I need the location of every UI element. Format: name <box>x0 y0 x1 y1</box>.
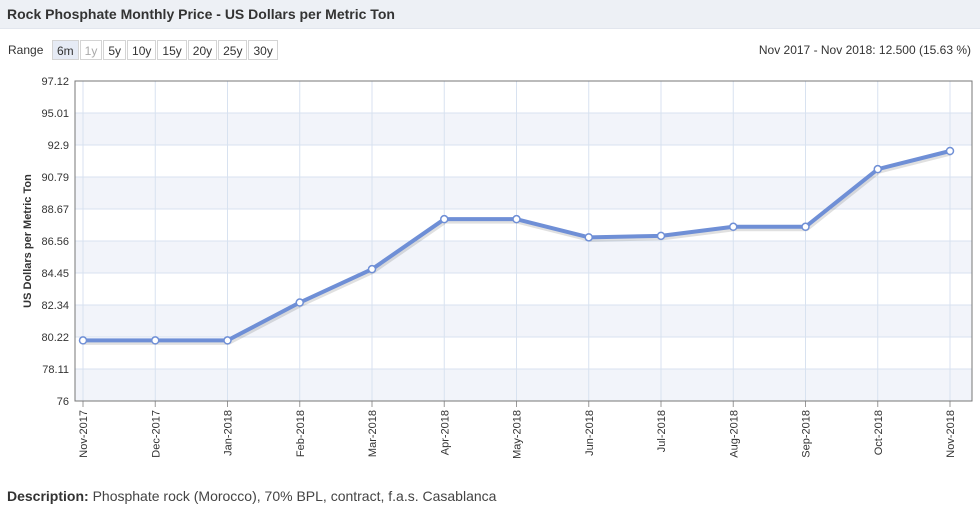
plot-band <box>75 369 972 401</box>
range-button-25y[interactable]: 25y <box>218 40 248 60</box>
data-point <box>223 336 232 345</box>
data-point <box>729 222 738 232</box>
price-line-chart: 97.12 95.01 92.9 90.79 88.67 86.56 84.45 82.34 8… <box>22 76 973 459</box>
y-tick-label: 86.56 <box>41 236 69 248</box>
y-tick-label: 90.79 <box>41 172 69 184</box>
range-button-6m[interactable]: 6m <box>52 40 79 60</box>
description-text: Phosphate rock (Morocco), 70% BPL, contr… <box>92 488 497 504</box>
range-button-1y: 1y <box>79 40 103 60</box>
range-button-10y[interactable]: 10y <box>127 40 157 60</box>
plot-band <box>75 305 972 337</box>
x-tick-label: Dec-2017 <box>150 410 162 458</box>
x-tick-label: Nov-2018 <box>945 410 957 458</box>
range-selector: Range 6m 1y 5y 10y 15y 20y 25y 30y Nov 2017 - N… <box>0 39 980 63</box>
range-label: Range <box>8 43 44 57</box>
x-tick-label: Nov-2017 <box>78 410 90 458</box>
y-tick-label: 97.12 <box>41 76 69 88</box>
range-button-30y[interactable]: 30y <box>248 40 278 60</box>
x-tick-label: Jul-2018 <box>656 410 668 452</box>
data-point <box>584 233 593 242</box>
plot-band <box>75 177 972 209</box>
x-tick-label: Sep-2018 <box>801 410 813 458</box>
description: Description: Phosphate rock (Morocco), 7… <box>7 488 496 504</box>
description-label: Description: <box>7 488 89 504</box>
data-point <box>945 146 955 156</box>
y-tick-label: 84.45 <box>41 268 69 280</box>
data-point <box>873 164 882 174</box>
y-tick-label: 80.22 <box>41 332 69 344</box>
x-tick-label: Jun-2018 <box>584 410 596 456</box>
y-tick-label: 82.34 <box>41 300 69 312</box>
data-point <box>801 222 810 232</box>
range-change-summary: Nov 2017 - Nov 2018: 12.500 (15.63 %) <box>758 43 971 57</box>
range-button-15y[interactable]: 15y <box>157 40 187 60</box>
x-tick-label: Apr-2018 <box>439 410 451 455</box>
x-tick-label: Jan-2018 <box>223 410 235 456</box>
data-point <box>367 264 377 274</box>
data-point <box>295 298 304 307</box>
data-point <box>512 214 521 224</box>
x-tick-label: Aug-2018 <box>728 410 740 458</box>
y-tick-label: 76 <box>57 396 69 408</box>
data-point <box>440 214 449 224</box>
range-button-20y[interactable]: 20y <box>187 40 218 60</box>
range-button-group: 6m 1y 5y 10y 15y 20y 25y 30y <box>52 40 279 60</box>
x-tick-label: Oct-2018 <box>873 410 885 455</box>
y-tick-label: 88.67 <box>41 204 69 216</box>
data-point <box>151 336 160 345</box>
y-tick-label: 95.01 <box>41 108 69 120</box>
x-tick-label: Mar-2018 <box>367 410 379 457</box>
plot-band <box>75 241 972 273</box>
title-bar: Rock Phosphate Monthly Price - US Dollar… <box>0 0 980 29</box>
y-axis-title: US Dollars per Metric Ton <box>22 174 34 308</box>
x-tick-label: May-2018 <box>512 410 524 459</box>
plot-band <box>75 113 972 145</box>
x-tick-label: Feb-2018 <box>295 410 307 457</box>
plot-border <box>74 80 973 402</box>
data-point <box>78 336 88 345</box>
data-point <box>656 231 666 241</box>
y-tick-label: 92.9 <box>48 140 69 152</box>
range-button-5y[interactable]: 5y <box>103 40 127 60</box>
chart-page-title: Rock Phosphate Monthly Price - US Dollar… <box>7 6 395 22</box>
y-tick-label: 78.11 <box>42 364 69 376</box>
